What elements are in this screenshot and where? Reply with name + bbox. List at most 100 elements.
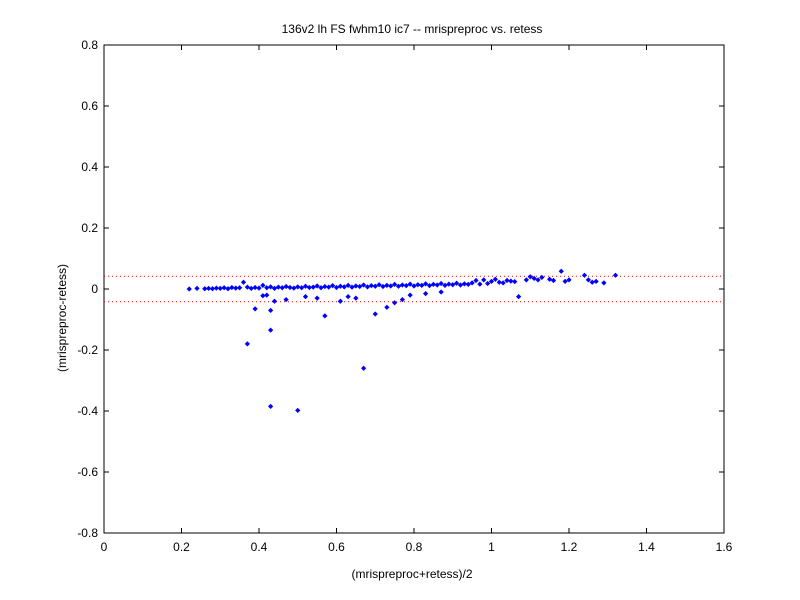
x-axis-label: (mrispreproc+retess)/2 bbox=[351, 567, 472, 581]
data-point bbox=[349, 284, 355, 290]
data-point bbox=[430, 281, 436, 288]
data-point bbox=[585, 277, 591, 283]
data-point bbox=[612, 272, 619, 278]
data-point bbox=[268, 403, 274, 410]
data-point bbox=[550, 277, 557, 284]
data-point bbox=[454, 280, 460, 286]
data-point bbox=[318, 285, 324, 291]
data-point bbox=[473, 277, 479, 284]
y-tick-label: 0.8 bbox=[81, 38, 98, 52]
data-point bbox=[233, 285, 239, 291]
data-point bbox=[306, 284, 312, 291]
data-point bbox=[353, 295, 359, 301]
data-point bbox=[264, 292, 270, 298]
plot-area: 0 0.2 0.4 0.6 0.8 1 1.2 1.4 1.6 -0.8 -0.6 -0.4 -0.2… bbox=[77, 38, 732, 554]
data-point bbox=[337, 298, 343, 304]
data-point bbox=[213, 285, 219, 291]
data-point bbox=[299, 285, 305, 291]
data-point bbox=[295, 407, 301, 414]
data-point bbox=[326, 284, 332, 290]
data-point bbox=[368, 283, 374, 289]
data-point bbox=[492, 276, 498, 282]
data-point bbox=[310, 284, 316, 290]
data-point bbox=[271, 298, 278, 304]
data-point bbox=[229, 284, 235, 291]
data-point bbox=[361, 365, 367, 371]
data-point bbox=[252, 284, 258, 291]
chart-title: 136v2 lh FS fwhm10 ic7 -- mrispreproc vs… bbox=[282, 22, 543, 36]
data-point bbox=[380, 283, 386, 290]
y-tick-label: -0.2 bbox=[77, 343, 98, 357]
data-point bbox=[438, 280, 444, 287]
data-point bbox=[260, 282, 266, 288]
y-tick-label: -0.6 bbox=[77, 465, 98, 479]
data-point bbox=[403, 283, 409, 289]
data-point bbox=[457, 282, 464, 288]
data-point bbox=[512, 279, 518, 285]
data-point bbox=[314, 283, 320, 289]
data-point bbox=[488, 278, 495, 284]
data-point bbox=[268, 327, 274, 333]
data-point bbox=[275, 284, 281, 290]
data-point bbox=[384, 304, 390, 310]
data-point bbox=[411, 283, 417, 289]
data-point bbox=[504, 277, 510, 284]
data-point bbox=[395, 283, 402, 289]
x-tick-label: 1.6 bbox=[716, 540, 733, 554]
data-point bbox=[388, 283, 394, 289]
data-point bbox=[407, 292, 413, 298]
x-tick-label: 0 bbox=[101, 540, 108, 554]
y-tick-label: 0.6 bbox=[81, 99, 98, 113]
x-tick-label: 1.2 bbox=[561, 540, 578, 554]
data-point bbox=[357, 283, 363, 290]
data-point bbox=[384, 282, 390, 288]
data-point bbox=[333, 284, 340, 291]
data-point bbox=[527, 274, 533, 280]
data-point bbox=[237, 285, 243, 291]
data-point bbox=[341, 284, 347, 290]
data-point bbox=[268, 284, 274, 290]
data-point bbox=[392, 300, 398, 306]
data-point bbox=[302, 294, 309, 300]
data-point bbox=[558, 268, 564, 274]
data-point bbox=[496, 279, 502, 285]
data-point bbox=[547, 276, 553, 282]
y-tick-label: 0 bbox=[91, 282, 98, 296]
data-point bbox=[240, 279, 247, 285]
y-axis-label: (mrispreproc-retess) bbox=[55, 264, 69, 372]
data-point bbox=[426, 283, 433, 289]
data-point bbox=[353, 283, 359, 289]
data-point bbox=[279, 285, 285, 291]
data-point bbox=[539, 274, 545, 281]
x-tick-label: 0.4 bbox=[251, 540, 268, 554]
reference-lines bbox=[104, 275, 724, 303]
data-point bbox=[562, 278, 568, 284]
data-point bbox=[322, 283, 328, 290]
data-point bbox=[283, 297, 289, 303]
data-point bbox=[361, 282, 367, 288]
data-point bbox=[469, 280, 475, 286]
data-point bbox=[419, 282, 425, 288]
data-point bbox=[322, 313, 328, 319]
data-point bbox=[283, 283, 289, 290]
data-point bbox=[531, 275, 537, 281]
data-point bbox=[364, 284, 371, 290]
data-point bbox=[376, 282, 382, 288]
data-points bbox=[186, 268, 619, 414]
data-point bbox=[244, 284, 250, 290]
x-tick-label: 0.6 bbox=[328, 540, 345, 554]
data-point bbox=[601, 280, 607, 286]
data-point bbox=[508, 278, 514, 284]
data-point bbox=[535, 277, 541, 283]
data-point bbox=[516, 294, 522, 300]
data-point bbox=[202, 286, 208, 292]
data-point bbox=[438, 289, 444, 295]
data-point bbox=[221, 285, 227, 291]
data-point bbox=[407, 281, 413, 287]
data-point bbox=[225, 286, 231, 292]
data-point bbox=[423, 281, 429, 287]
data-point bbox=[481, 277, 487, 283]
data-point bbox=[446, 281, 452, 287]
data-point bbox=[465, 281, 471, 288]
